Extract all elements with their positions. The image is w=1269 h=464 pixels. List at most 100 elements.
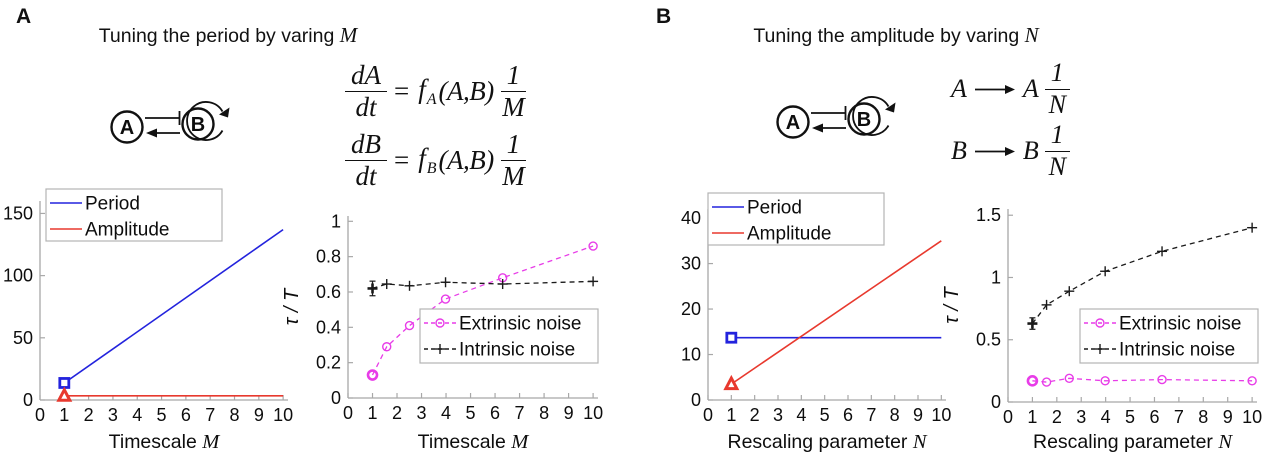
svg-text:3: 3	[108, 405, 118, 425]
panel-a-label: A	[16, 5, 32, 28]
ode-equation-1: dA dt = fA (A,B) 1 M	[345, 57, 527, 126]
svg-text:0: 0	[331, 388, 341, 408]
svg-text:4: 4	[132, 405, 142, 425]
svg-text:0.6: 0.6	[316, 282, 341, 302]
svg-text:9: 9	[913, 405, 923, 425]
svg-text:τ / T: τ / T	[281, 287, 303, 325]
self-loop-arrow	[186, 101, 230, 141]
svg-text:5: 5	[820, 405, 830, 425]
svg-text:2: 2	[392, 403, 402, 423]
activation-arrow	[812, 123, 846, 133]
panel-b-label: B	[656, 5, 672, 28]
svg-text:1: 1	[726, 405, 736, 425]
svg-text:Period: Period	[747, 198, 802, 219]
svg-text:7: 7	[515, 403, 525, 423]
svg-text:10: 10	[273, 405, 293, 425]
svg-text:1: 1	[991, 267, 1001, 287]
svg-text:8: 8	[890, 405, 900, 425]
reaction-diagram-a: A B	[110, 101, 230, 144]
svg-text:3: 3	[417, 403, 427, 423]
svg-text:7: 7	[1174, 407, 1184, 427]
svg-text:10: 10	[931, 405, 951, 425]
svg-text:2: 2	[84, 405, 94, 425]
svg-text:2: 2	[1052, 407, 1062, 427]
node-a-circle	[776, 105, 810, 139]
svg-text:0.8: 0.8	[316, 247, 341, 267]
derivative-fraction: dB dt	[345, 129, 387, 191]
node-a-label: A	[120, 117, 134, 139]
svg-text:Rescaling parameter N: Rescaling parameter N	[1033, 431, 1233, 453]
svg-text:4: 4	[441, 403, 451, 423]
function-symbol: fB	[418, 142, 437, 178]
svg-text:150: 150	[3, 203, 33, 223]
svg-text:3: 3	[773, 405, 783, 425]
svg-text:Intrinsic noise: Intrinsic noise	[459, 340, 575, 361]
scaling-fraction: 1 M	[500, 128, 527, 191]
reaction-equation-2: B B 1 N	[945, 120, 1070, 182]
svg-text:Amplitude: Amplitude	[747, 224, 832, 245]
svg-text:5: 5	[1125, 407, 1135, 427]
self-loop-arrow	[852, 96, 896, 136]
svg-text:8: 8	[1198, 407, 1208, 427]
svg-text:Extrinsic noise: Extrinsic noise	[1119, 314, 1242, 335]
node-a-circle	[110, 110, 144, 144]
panel-b-title-var: N	[1024, 23, 1039, 47]
svg-text:4: 4	[1101, 407, 1111, 427]
svg-text:8: 8	[539, 403, 549, 423]
scaling-fraction: 1 N	[1044, 121, 1070, 180]
svg-text:3: 3	[1076, 407, 1086, 427]
svg-text:1: 1	[368, 403, 378, 423]
svg-text:10: 10	[681, 345, 701, 365]
svg-text:6: 6	[843, 405, 853, 425]
svg-text:Extrinsic noise: Extrinsic noise	[459, 314, 582, 335]
svg-text:0: 0	[1003, 407, 1013, 427]
svg-text:0: 0	[35, 405, 45, 425]
svg-text:0: 0	[703, 405, 713, 425]
panel-b-title: Tuning the amplitude by varing N	[706, 23, 1086, 48]
reaction-equation-1: A A 1 N	[945, 58, 1070, 120]
svg-text:0.4: 0.4	[316, 317, 341, 337]
svg-text:Timescale M: Timescale M	[418, 431, 531, 453]
scaling-fraction: 1 M	[500, 59, 527, 122]
svg-text:0: 0	[23, 390, 33, 410]
panel-a-title-text: Tuning the period by varing	[98, 25, 335, 47]
node-b-label: B	[857, 109, 871, 131]
svg-text:Intrinsic noise: Intrinsic noise	[1119, 340, 1235, 361]
derivative-fraction: dA dt	[345, 60, 387, 122]
svg-text:Timescale M: Timescale M	[109, 431, 222, 453]
svg-text:10: 10	[1242, 407, 1262, 427]
svg-text:Amplitude: Amplitude	[85, 220, 170, 241]
svg-text:7: 7	[205, 405, 215, 425]
equations-b: A A 1 N B B 1 N	[945, 58, 1070, 182]
svg-text:50: 50	[13, 328, 33, 348]
inhibition-arrow	[145, 111, 181, 125]
svg-text:5: 5	[157, 405, 167, 425]
long-right-arrow-icon	[974, 146, 1015, 156]
svg-text:1: 1	[1027, 407, 1037, 427]
svg-text:τ / T: τ / T	[941, 286, 963, 324]
svg-text:2: 2	[750, 405, 760, 425]
svg-text:0: 0	[691, 390, 701, 410]
ode-equation-2: dB dt = fB (A,B) 1 M	[345, 126, 527, 195]
long-right-arrow-icon	[974, 84, 1015, 94]
svg-text:Rescaling parameter N: Rescaling parameter N	[727, 431, 927, 453]
svg-text:6: 6	[181, 405, 191, 425]
svg-text:9: 9	[1223, 407, 1233, 427]
svg-text:6: 6	[1149, 407, 1159, 427]
svg-text:1: 1	[331, 211, 341, 231]
reaction-diagram-b: A B	[776, 96, 896, 139]
svg-text:9: 9	[564, 403, 574, 423]
svg-text:0.2: 0.2	[316, 353, 341, 373]
panel-b-title-text: Tuning the amplitude by varing	[753, 25, 1020, 47]
node-a-label: A	[786, 112, 800, 134]
svg-text:20: 20	[681, 299, 701, 319]
svg-text:4: 4	[796, 405, 806, 425]
activation-arrow	[146, 128, 180, 138]
svg-text:10: 10	[583, 403, 603, 423]
svg-text:100: 100	[3, 266, 33, 286]
